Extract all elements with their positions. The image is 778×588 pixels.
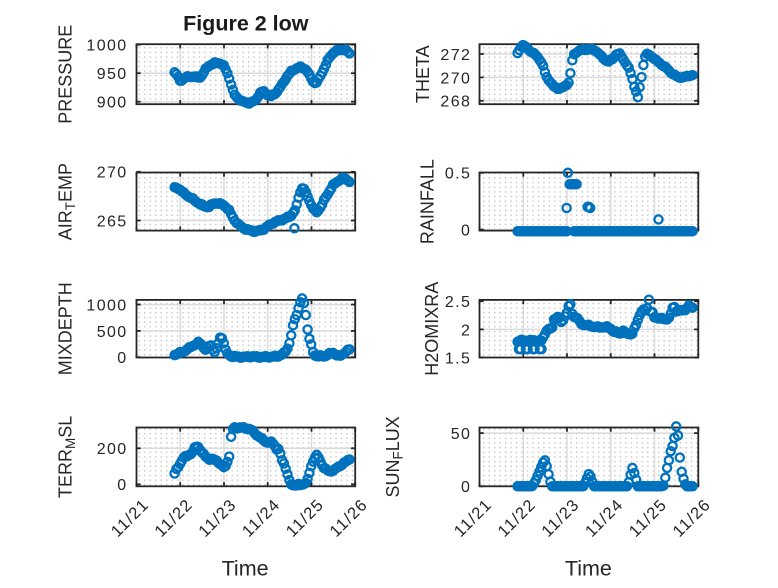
svg-text:Time: Time bbox=[565, 557, 612, 581]
svg-text:50: 50 bbox=[451, 426, 472, 443]
svg-text:268: 268 bbox=[440, 94, 471, 111]
svg-text:TERRMSL: TERRMSL bbox=[56, 416, 79, 498]
svg-text:900: 900 bbox=[97, 95, 128, 112]
svg-text:1.5: 1.5 bbox=[445, 351, 471, 368]
svg-text:200: 200 bbox=[97, 441, 128, 458]
svg-text:RAINFALL: RAINFALL bbox=[418, 159, 438, 244]
svg-text:SUNFLUX: SUNFLUX bbox=[383, 416, 406, 497]
svg-text:0.5: 0.5 bbox=[445, 166, 471, 183]
svg-text:AIRTEMP: AIRTEMP bbox=[56, 163, 79, 240]
svg-text:1000: 1000 bbox=[86, 38, 127, 55]
svg-text:THETA: THETA bbox=[413, 45, 433, 103]
svg-text:0: 0 bbox=[461, 479, 471, 496]
svg-text:272: 272 bbox=[440, 47, 471, 64]
svg-text:0: 0 bbox=[117, 350, 127, 367]
svg-text:MIXDEPTH: MIXDEPTH bbox=[56, 282, 76, 375]
svg-text:500: 500 bbox=[97, 324, 128, 341]
svg-text:H2OMIXRA: H2OMIXRA bbox=[422, 282, 442, 376]
svg-text:270: 270 bbox=[440, 70, 471, 87]
svg-text:Figure 2 low: Figure 2 low bbox=[183, 11, 309, 35]
svg-text:PRESSURE: PRESSURE bbox=[56, 25, 76, 124]
svg-text:950: 950 bbox=[97, 66, 128, 83]
svg-text:0: 0 bbox=[117, 477, 127, 494]
svg-text:2.5: 2.5 bbox=[445, 294, 471, 311]
svg-text:2: 2 bbox=[461, 322, 471, 339]
svg-text:270: 270 bbox=[97, 165, 128, 182]
svg-text:1000: 1000 bbox=[86, 298, 127, 315]
svg-text:265: 265 bbox=[97, 213, 128, 230]
svg-text:0: 0 bbox=[461, 223, 471, 240]
svg-text:Time: Time bbox=[222, 557, 269, 581]
